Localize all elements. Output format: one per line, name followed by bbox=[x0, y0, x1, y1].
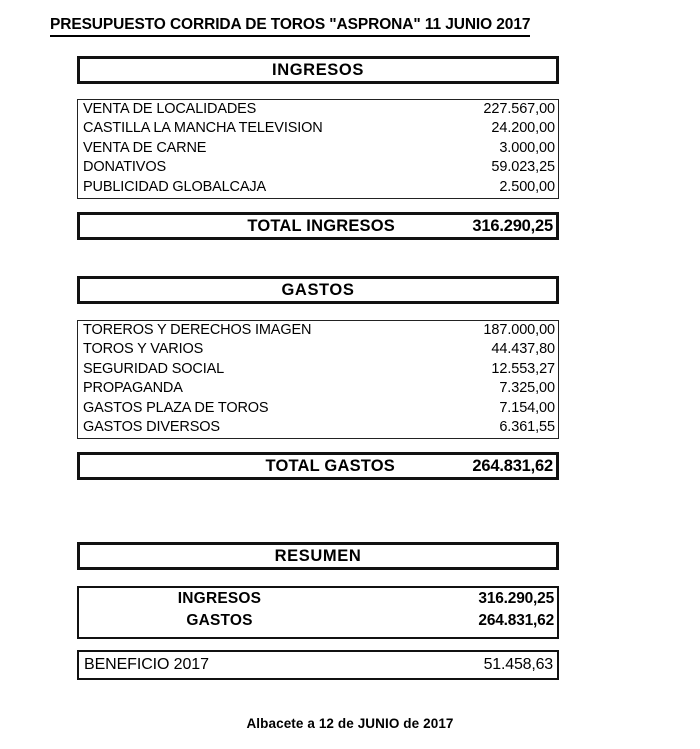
table-row: PUBLICIDAD GLOBALCAJA 2.500,00 bbox=[78, 179, 558, 198]
total-ingresos-row: TOTAL INGRESOS 316.290,25 bbox=[77, 212, 559, 240]
summary-row-gastos: GASTOS 264.831,62 bbox=[79, 612, 557, 634]
table-row: TOREROS Y DERECHOS IMAGEN 187.000,00 bbox=[78, 322, 558, 341]
summary-gastos-label: GASTOS bbox=[186, 612, 253, 629]
item-amount: 44.437,80 bbox=[491, 341, 555, 358]
beneficio-amount: 51.458,63 bbox=[483, 656, 554, 673]
section-header-resumen: RESUMEN bbox=[77, 542, 559, 570]
gastos-items-table: TOREROS Y DERECHOS IMAGEN 187.000,00 TOR… bbox=[77, 320, 559, 440]
item-label: PROPAGANDA bbox=[83, 380, 183, 397]
table-row: VENTA DE CARNE 3.000,00 bbox=[78, 140, 558, 159]
summary-ingresos-label: INGRESOS bbox=[177, 590, 262, 607]
table-row: VENTA DE LOCALIDADES 227.567,00 bbox=[78, 101, 558, 120]
item-amount: 7.154,00 bbox=[499, 399, 555, 416]
item-label: PUBLICIDAD GLOBALCAJA bbox=[83, 178, 266, 195]
item-label: SEGURIDAD SOCIAL bbox=[83, 360, 225, 377]
item-amount: 3.000,00 bbox=[499, 139, 555, 156]
item-amount: 7.325,00 bbox=[499, 380, 555, 397]
item-amount: 12.553,27 bbox=[491, 360, 555, 377]
item-label: GASTOS DIVERSOS bbox=[83, 418, 220, 435]
summary-ingresos-amount: 316.290,25 bbox=[478, 590, 554, 607]
item-label: TOROS Y VARIOS bbox=[83, 341, 204, 358]
item-amount: 187.000,00 bbox=[483, 322, 555, 338]
section-header-resumen-label: RESUMEN bbox=[274, 546, 362, 565]
total-gastos-label: TOTAL GASTOS bbox=[265, 456, 395, 475]
resumen-summary-table: INGRESOS 316.290,25 GASTOS 264.831,62 bbox=[77, 586, 559, 639]
item-amount: 6.361,55 bbox=[499, 418, 555, 435]
item-amount: 59.023,25 bbox=[491, 159, 555, 176]
summary-row-ingresos: INGRESOS 316.290,25 bbox=[79, 590, 557, 612]
table-row: DONATIVOS 59.023,25 bbox=[78, 159, 558, 178]
section-header-ingresos: INGRESOS bbox=[77, 56, 559, 84]
table-row: CASTILLA LA MANCHA TELEVISION 24.200,00 bbox=[78, 120, 558, 139]
table-row: GASTOS DIVERSOS 6.361,55 bbox=[78, 419, 558, 438]
item-label: CASTILLA LA MANCHA TELEVISION bbox=[83, 120, 323, 137]
table-row: PROPAGANDA 7.325,00 bbox=[78, 380, 558, 399]
total-ingresos-label: TOTAL INGRESOS bbox=[247, 216, 395, 235]
section-header-gastos: GASTOS bbox=[77, 276, 559, 304]
total-gastos-row: TOTAL GASTOS 264.831,62 bbox=[77, 452, 559, 480]
item-label: VENTA DE LOCALIDADES bbox=[83, 101, 257, 117]
item-label: TOREROS Y DERECHOS IMAGEN bbox=[83, 322, 312, 338]
table-row: SEGURIDAD SOCIAL 12.553,27 bbox=[78, 361, 558, 380]
ingresos-items-table: VENTA DE LOCALIDADES 227.567,00 CASTILLA… bbox=[77, 99, 559, 199]
table-row: TOROS Y VARIOS 44.437,80 bbox=[78, 341, 558, 360]
item-amount: 2.500,00 bbox=[499, 178, 555, 195]
item-label: VENTA DE CARNE bbox=[83, 139, 207, 156]
item-amount: 227.567,00 bbox=[483, 101, 555, 117]
document-footer: Albacete a 12 de JUNIO de 2017 bbox=[246, 716, 454, 731]
page-title: PRESUPUESTO CORRIDA DE TOROS "ASPRONA" 1… bbox=[50, 16, 530, 37]
item-amount: 24.200,00 bbox=[491, 120, 555, 137]
item-label: GASTOS PLAZA DE TOROS bbox=[83, 399, 269, 416]
table-row: GASTOS PLAZA DE TOROS 7.154,00 bbox=[78, 400, 558, 419]
beneficio-row: BENEFICIO 2017 51.458,63 bbox=[77, 650, 559, 680]
summary-gastos-amount: 264.831,62 bbox=[478, 612, 554, 629]
beneficio-label: BENEFICIO 2017 bbox=[84, 656, 209, 673]
total-ingresos-amount: 316.290,25 bbox=[472, 216, 553, 235]
item-label: DONATIVOS bbox=[83, 159, 166, 176]
section-header-ingresos-label: INGRESOS bbox=[272, 60, 364, 79]
section-header-gastos-label: GASTOS bbox=[281, 280, 355, 299]
total-gastos-amount: 264.831,62 bbox=[472, 456, 553, 475]
